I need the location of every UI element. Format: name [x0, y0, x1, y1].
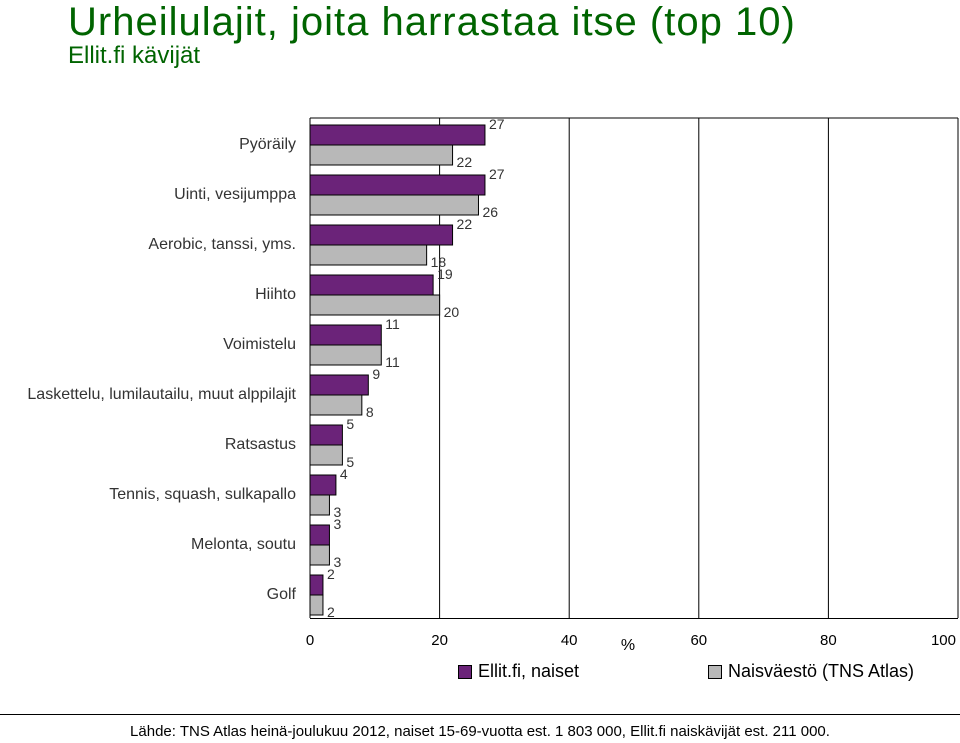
- bar-series1: [309, 524, 330, 546]
- category-label: Pyöräily: [239, 136, 296, 153]
- value-label-series1: 22: [457, 216, 473, 232]
- value-label-series1: 27: [489, 116, 505, 132]
- value-label-series1: 5: [346, 416, 354, 432]
- bar-series2: [309, 394, 363, 416]
- legend-item-series2: Naisväestö (TNS Atlas): [708, 661, 914, 682]
- bar-series2: [309, 594, 324, 616]
- bar-series2: [309, 194, 479, 216]
- value-label-series1: 4: [340, 466, 348, 482]
- value-label-series2: 20: [444, 304, 460, 320]
- value-label-series1: 19: [437, 266, 453, 282]
- x-tick-label: 0: [306, 632, 314, 649]
- value-label-series1: 3: [333, 516, 341, 532]
- bar-series1: [309, 374, 369, 396]
- bar-series1: [309, 474, 337, 496]
- bar-series2: [309, 294, 441, 316]
- value-label-series1: 2: [327, 566, 335, 582]
- category-label: Voimistelu: [223, 336, 296, 353]
- bar-series1: [309, 224, 454, 246]
- x-tick-label: 20: [431, 632, 448, 649]
- category-label: Golf: [267, 586, 297, 603]
- chart-subtitle: Ellit.fi kävijät: [68, 42, 201, 69]
- bar-series1: [309, 124, 486, 146]
- value-label-series2: 2: [327, 604, 335, 620]
- category-label: Aerobic, tanssi, yms.: [148, 236, 296, 253]
- bar-series2: [309, 244, 428, 266]
- category-label: Uinti, vesijumppa: [174, 186, 296, 203]
- bar-series1: [309, 174, 486, 196]
- value-label-series2: 18: [431, 254, 447, 270]
- value-label-series2: 8: [366, 404, 374, 420]
- bars-layer: [309, 124, 486, 616]
- legend-label-series2: Naisväestö (TNS Atlas): [728, 661, 915, 681]
- bar-series1: [309, 424, 343, 446]
- legend-swatch-series1: [458, 664, 472, 679]
- bar-series1: [309, 574, 324, 596]
- value-label-series2: 5: [346, 454, 354, 470]
- legend-label-series1: Ellit.fi, naiset: [478, 661, 580, 681]
- bar-series2: [309, 444, 343, 466]
- value-label-series2: 11: [385, 354, 400, 370]
- value-label-series2: 26: [482, 204, 498, 220]
- chart-title: Urheilulajit, joita harrastaa itse (top …: [68, 0, 796, 44]
- bar-series1: [309, 274, 434, 296]
- category-label: Melonta, soutu: [191, 536, 296, 553]
- bar-series2: [309, 344, 382, 366]
- bar-series2: [309, 494, 330, 516]
- x-tick-label: 60: [690, 632, 707, 649]
- category-label: Laskettelu, lumilautailu, muut alppilaji…: [27, 386, 296, 403]
- value-label-series2: 3: [333, 504, 341, 520]
- x-tick-label: 100: [931, 632, 956, 649]
- value-label-series1: 9: [372, 366, 380, 382]
- bar-series2: [309, 544, 330, 566]
- value-label-series1: 27: [489, 166, 505, 182]
- category-label: Hiihto: [255, 286, 296, 303]
- source-note: Lähde: TNS Atlas heinä-joulukuu 2012, na…: [0, 714, 960, 740]
- category-label: Tennis, squash, sulkapallo: [109, 486, 296, 503]
- value-label-series1: 11: [385, 316, 400, 332]
- bar-series2: [309, 144, 454, 166]
- x-axis-label: %: [621, 637, 635, 654]
- value-label-series2: 22: [457, 154, 473, 170]
- legend-swatch-series2: [708, 664, 722, 679]
- category-label: Ratsastus: [225, 436, 296, 453]
- legend-item-series1: Ellit.fi, naiset: [458, 661, 579, 682]
- value-label-series2: 3: [333, 554, 341, 570]
- x-tick-label: 80: [820, 632, 837, 649]
- bar-series1: [309, 324, 382, 346]
- x-tick-label: 40: [561, 632, 578, 649]
